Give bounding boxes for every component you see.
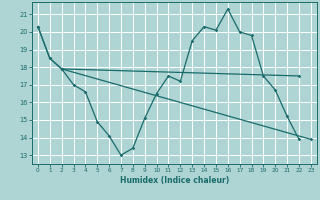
X-axis label: Humidex (Indice chaleur): Humidex (Indice chaleur) (120, 176, 229, 185)
